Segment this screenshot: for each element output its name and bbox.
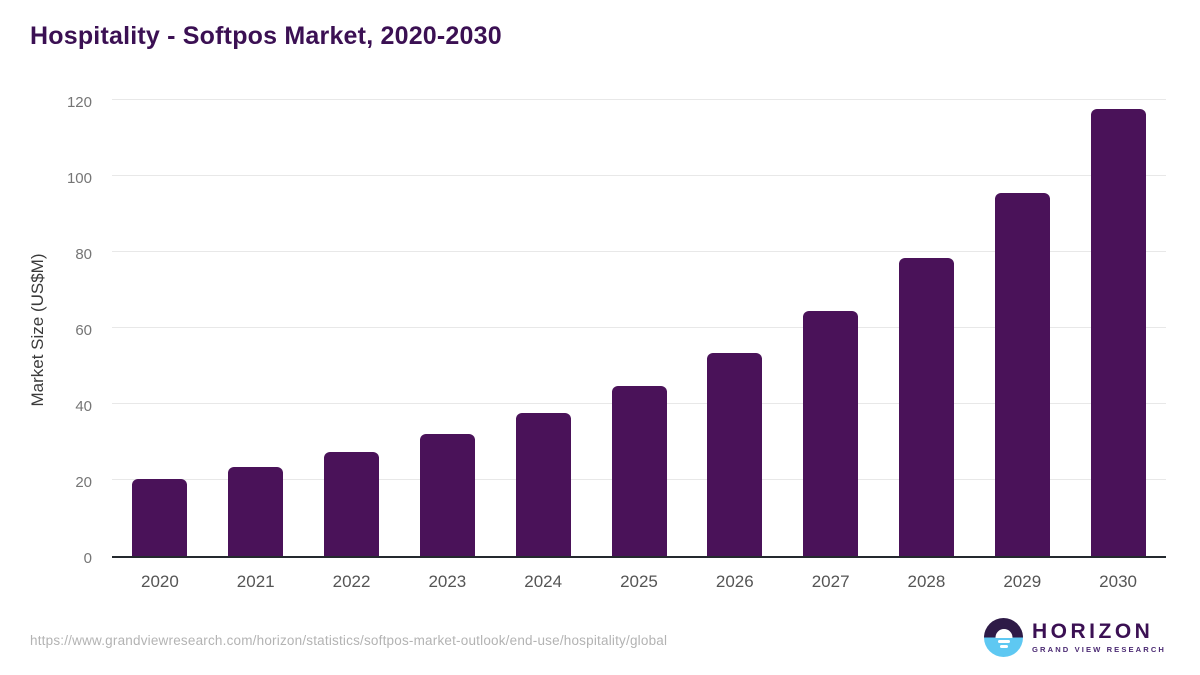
y-tick-label-100: 100 [66, 169, 92, 187]
x-tick-label-2026: 2026 [715, 572, 754, 591]
bar-2024 [515, 412, 571, 556]
gridline-80 [112, 251, 1166, 252]
y-tick-label-60: 60 [75, 321, 92, 339]
x-tick-label-2029: 2029 [1003, 572, 1042, 591]
x-tick-label-2023: 2023 [428, 572, 467, 591]
logo-name: HORIZON [1032, 620, 1154, 643]
bar-2023 [419, 434, 475, 556]
bar-2025 [611, 385, 667, 556]
bar-2021 [228, 466, 284, 556]
y-tick-label-80: 80 [75, 245, 92, 263]
x-tick-label-2028: 2028 [907, 572, 946, 591]
x-tick-label-2025: 2025 [620, 572, 658, 591]
x-tick-label-2024: 2024 [524, 572, 563, 591]
logo-subtitle: GRAND VIEW RESEARCH [1032, 645, 1166, 654]
x-tick-label-2030: 2030 [1099, 572, 1137, 591]
gridline-100 [112, 175, 1166, 176]
horizon-sun-icon [984, 618, 1024, 657]
sun-icon [995, 629, 1013, 638]
plot-area [112, 99, 1166, 558]
bar-2029 [994, 192, 1050, 556]
y-tick-label-120: 120 [66, 93, 92, 111]
bar-2027 [803, 310, 859, 556]
ripple-icon [999, 645, 1008, 648]
y-tick-label-20: 20 [75, 473, 92, 491]
x-tick-label-2021: 2021 [236, 572, 275, 591]
ripple-icon [997, 640, 1010, 643]
gridline-60 [112, 327, 1166, 328]
bar-2028 [898, 258, 954, 556]
gridline-120 [112, 99, 1166, 100]
source-url: https://www.grandviewresearch.com/horizo… [30, 633, 668, 648]
horizon-logo: HORIZON GRAND VIEW RESEARCH [984, 618, 1166, 657]
bar-2022 [324, 452, 380, 556]
x-tick-label-2022: 2022 [332, 572, 371, 591]
bar-2026 [707, 352, 763, 556]
bar-2030 [1090, 108, 1146, 556]
y-tick-label-40: 40 [75, 397, 92, 415]
logo-text: HORIZON GRAND VIEW RESEARCH [1032, 621, 1166, 654]
page-title: Hospitality - Softpos Market, 2020-2030 [30, 22, 502, 50]
bar-2020 [132, 478, 188, 556]
x-tick-label-2027: 2027 [811, 572, 850, 591]
x-tick-label-2020: 2020 [140, 572, 179, 591]
y-tick-label-0: 0 [83, 549, 92, 567]
